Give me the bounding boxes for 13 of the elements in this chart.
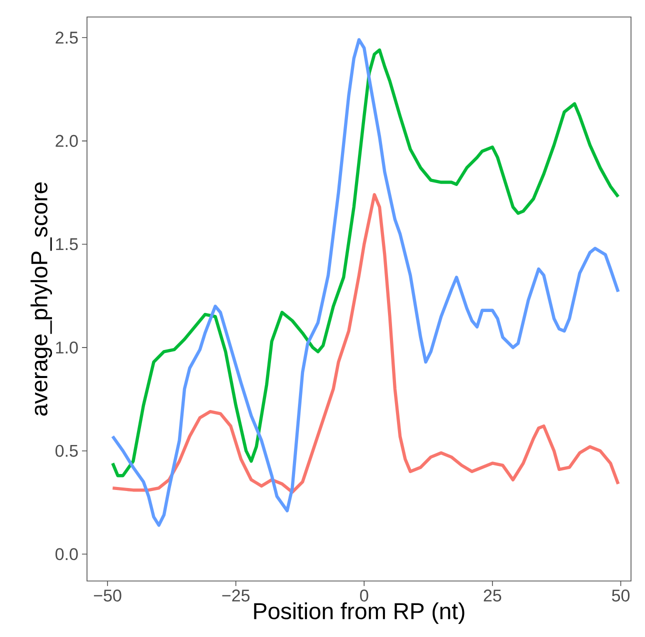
y-tick-label: 0.5: [56, 444, 78, 457]
y-tick-label: 2.0: [56, 134, 78, 147]
y-axis-title: average_phyloP_score: [30, 182, 52, 416]
x-tick-label: −25: [222, 590, 250, 602]
x-tick-label: 25: [484, 590, 502, 602]
x-tick-label: 0: [360, 590, 368, 602]
x-tick-label: −50: [94, 590, 122, 602]
y-tick-label: 1.0: [56, 342, 78, 354]
y-tick-label: 0.0: [56, 548, 78, 560]
y-tick-label: 1.5: [56, 238, 78, 250]
y-tick-label: 2.5: [56, 32, 78, 44]
x-tick-label: 50: [612, 590, 630, 602]
x-axis-title: Position from RP (nt): [254, 602, 464, 624]
